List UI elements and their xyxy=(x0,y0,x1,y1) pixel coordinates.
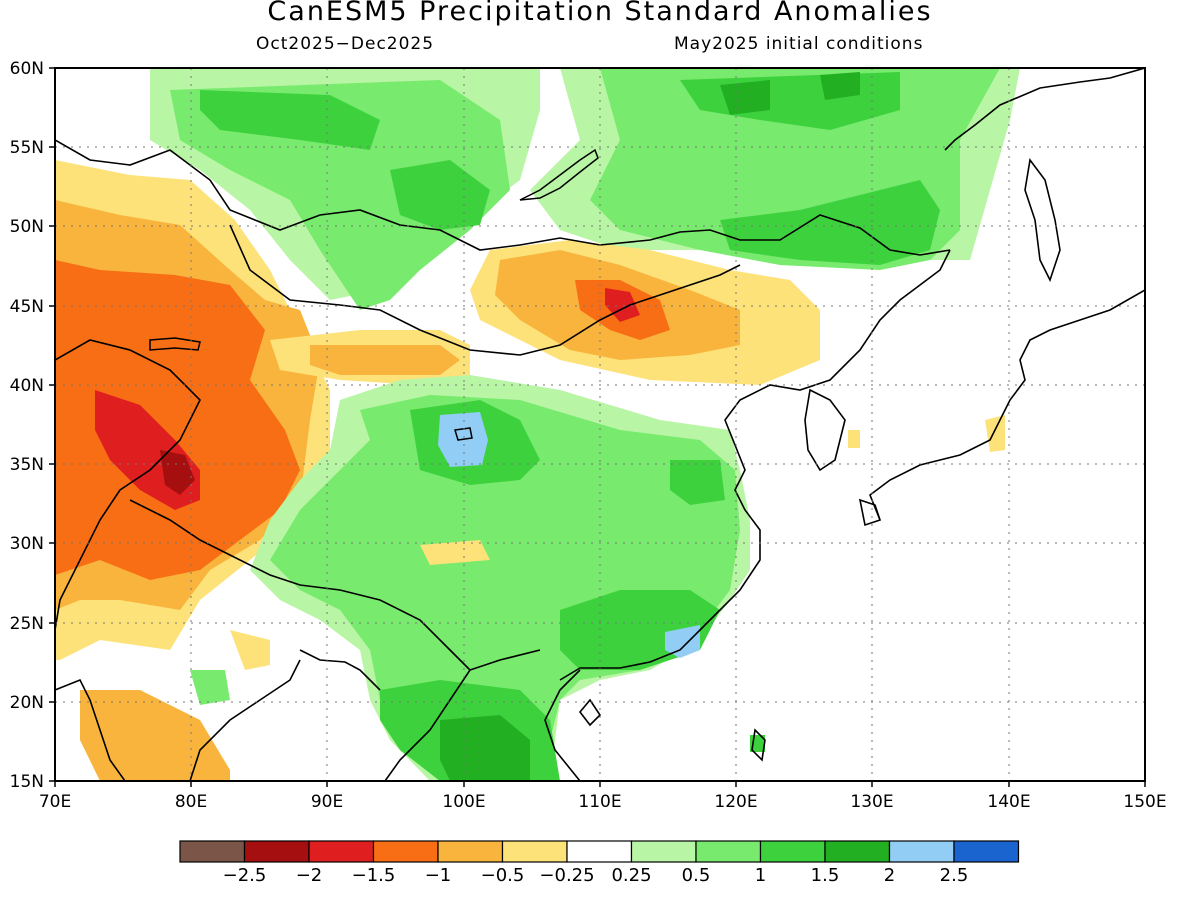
dry-region-west-peak xyxy=(160,450,195,495)
neutral-patch-south xyxy=(420,540,490,565)
lat-label: 15N xyxy=(10,772,44,792)
colorbar-label: 2.5 xyxy=(940,865,969,886)
lon-label: 120E xyxy=(714,792,757,812)
gridlines xyxy=(55,68,1145,781)
lake-qinghai xyxy=(454,427,473,441)
wet-region-china-strong-3 xyxy=(670,460,725,505)
lake-baikal xyxy=(519,148,599,201)
axis-ticks xyxy=(49,67,1146,787)
wet-region-northeast-core xyxy=(720,72,860,115)
colorbar-label: −0.5 xyxy=(481,865,525,886)
colorbar-labels: −2.5 −2 −1.5 −1 −0.5 −0.25 0.25 0.5 1 1.5 2 2.5 xyxy=(223,865,969,886)
dry-region-india xyxy=(230,630,270,670)
lake-balkhash xyxy=(149,337,201,351)
wet-region-china-moderate xyxy=(270,395,740,781)
colorbar-swatch xyxy=(243,840,310,863)
lon-label: 140E xyxy=(987,792,1030,812)
wet-region-north-core xyxy=(390,160,490,230)
colorbar-swatch xyxy=(630,840,697,863)
latitude-labels: 60N 55N 50N 45N 40N 35N 30N 25N 20N 15N xyxy=(10,59,44,792)
colorbar xyxy=(179,840,1020,863)
colorbar-swatch xyxy=(437,840,504,863)
colorbar-swatch xyxy=(953,840,1020,863)
neutral-patch-korea xyxy=(848,430,860,448)
lon-label: 130E xyxy=(850,792,893,812)
colorbar-swatch xyxy=(179,840,246,863)
colorbar-swatch xyxy=(888,840,955,863)
lon-label: 150E xyxy=(1123,792,1166,812)
lon-label: 100E xyxy=(442,792,485,812)
wet-region-guangdong-blue xyxy=(665,625,700,658)
wet-region-indochina-core xyxy=(440,715,530,781)
lat-label: 60N xyxy=(10,59,44,79)
dry-region-west-strong xyxy=(55,260,300,580)
colorbar-swatch xyxy=(501,840,568,863)
colorbar-label: −2 xyxy=(296,865,323,886)
lat-label: 35N xyxy=(10,455,44,475)
lon-label: 80E xyxy=(175,792,207,812)
colorbar-swatch xyxy=(308,840,375,863)
colorbar-label: 1 xyxy=(755,865,766,886)
lat-label: 55N xyxy=(10,138,44,158)
colorbar-label: 0.25 xyxy=(611,865,651,886)
wet-region-north-moderate xyxy=(170,80,510,310)
colorbar-label: −1 xyxy=(425,865,452,886)
colorbar-label: −0.25 xyxy=(539,865,594,886)
colorbar-label: 1.5 xyxy=(811,865,840,886)
lon-label: 110E xyxy=(578,792,621,812)
colorbar-label: 0.5 xyxy=(682,865,711,886)
colorbar-label: −2.5 xyxy=(223,865,267,886)
lat-label: 25N xyxy=(10,614,44,634)
wet-region-north-strong xyxy=(200,90,380,150)
lat-label: 20N xyxy=(10,693,44,713)
dry-region-southwest xyxy=(80,690,230,781)
lat-label: 40N xyxy=(10,376,44,396)
colorbar-swatch xyxy=(824,840,891,863)
colorbar-swatch xyxy=(695,840,762,863)
coastlines xyxy=(55,68,1145,781)
anomaly-fields xyxy=(55,68,1145,781)
lat-label: 50N xyxy=(10,217,44,237)
colorbar-label: 2 xyxy=(884,865,895,886)
neutral-patch-japan xyxy=(985,415,1005,452)
colorbar-swatch xyxy=(372,840,439,863)
lat-label: 45N xyxy=(10,297,44,317)
colorbar-swatch xyxy=(566,840,633,863)
dry-region-central-moderate xyxy=(310,345,460,375)
init-conditions-label: May2025 initial conditions xyxy=(674,34,924,54)
lon-label: 70E xyxy=(39,792,71,812)
wet-region-northeast-strong-2 xyxy=(720,180,940,265)
colorbar-label: −1.5 xyxy=(352,865,396,886)
lon-label: 90E xyxy=(311,792,343,812)
lat-label: 30N xyxy=(10,534,44,554)
period-label: Oct2025−Dec2025 xyxy=(256,34,435,54)
wet-region-india-small xyxy=(190,670,230,705)
map-title: CanESM5 Precipitation Standard Anomalies xyxy=(267,0,933,27)
longitude-labels: 70E 80E 90E 100E 110E 120E 130E 140E 150… xyxy=(39,792,1167,812)
colorbar-swatch xyxy=(759,840,826,863)
